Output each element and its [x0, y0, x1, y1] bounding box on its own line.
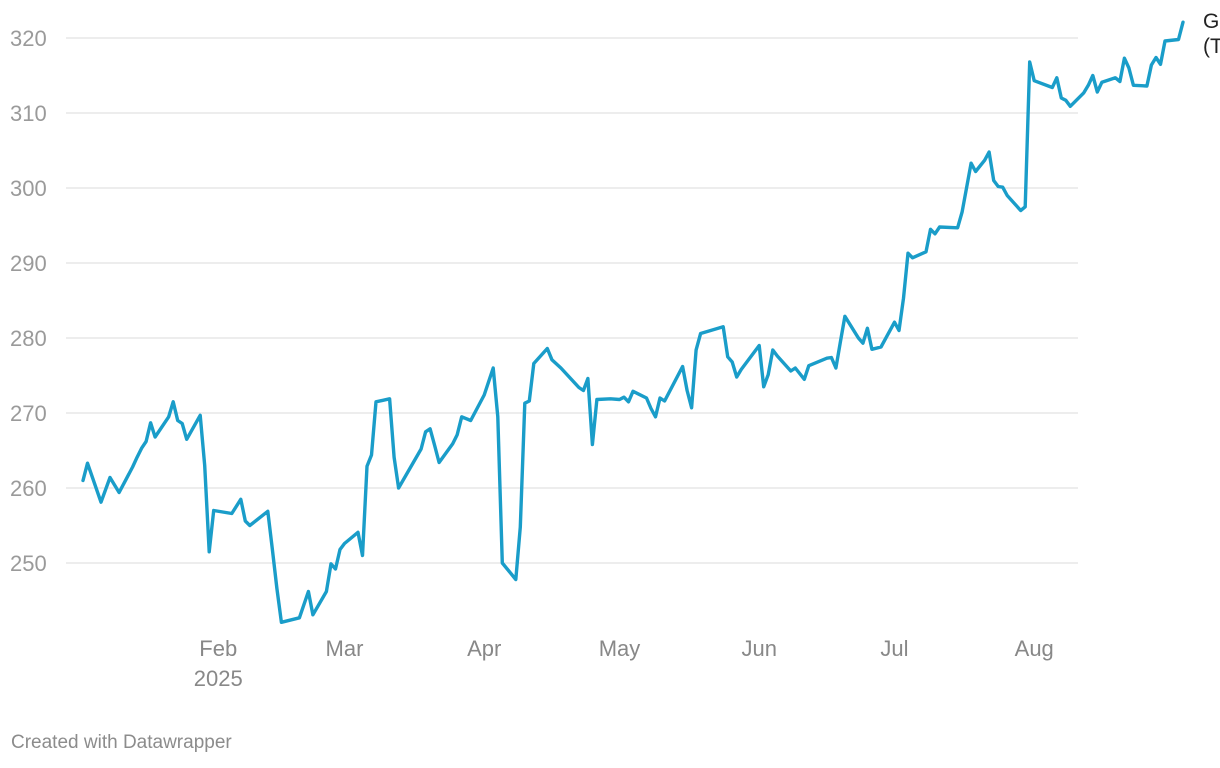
series-label: GD(TRDPRC_1) [1203, 10, 1220, 58]
x-tick-label: Feb [199, 636, 237, 661]
gridlines [66, 37, 1078, 564]
y-tick-label: 260 [10, 476, 47, 501]
x-tick-label: Mar [326, 636, 364, 661]
y-tick-label: 320 [10, 26, 47, 51]
x-tick-label: Apr [467, 636, 501, 661]
series-labels: GD(TRDPRC_1) [1203, 10, 1220, 58]
x-tick-label: Jun [741, 636, 776, 661]
x-tick-year-label: 2025 [194, 666, 243, 691]
x-tick-label: May [599, 636, 641, 661]
x-tick-label: Jul [880, 636, 908, 661]
x-axis-ticks: Feb 2025 Mar Apr May Jun Jul Aug [194, 636, 1054, 691]
y-tick-label: 300 [10, 176, 47, 201]
y-axis-ticks: 250 260 270 280 290 300 310 320 [10, 26, 47, 576]
y-tick-label: 310 [10, 101, 47, 126]
y-tick-label: 270 [10, 401, 47, 426]
y-tick-label: 290 [10, 251, 47, 276]
x-tick-label: Aug [1015, 636, 1054, 661]
credit-footer: Created with Datawrapper [11, 732, 232, 753]
y-tick-label: 280 [10, 326, 47, 351]
series-line [81, 20, 1185, 624]
y-tick-label: 250 [10, 551, 47, 576]
series-lines [81, 20, 1185, 624]
